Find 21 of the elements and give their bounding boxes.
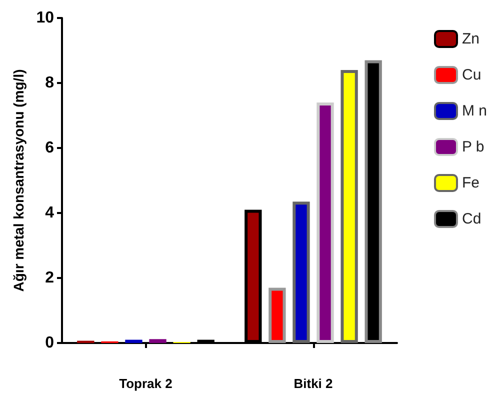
legend-label: Cu	[462, 66, 482, 84]
x-tick-label: Toprak 2	[119, 376, 172, 391]
bar	[125, 340, 142, 343]
y-tick-label: 8	[45, 74, 54, 92]
bar	[268, 288, 286, 343]
legend-label: Zn	[462, 30, 480, 48]
bar	[149, 339, 166, 343]
y-tick-label: 6	[45, 140, 54, 156]
bar	[340, 70, 358, 343]
bar	[292, 202, 310, 343]
bar	[316, 102, 334, 343]
legend-label: P b	[462, 138, 484, 156]
x-tick-label: Bitki 2	[294, 376, 333, 391]
legend-label: Cd	[462, 210, 482, 228]
y-tick-label: 2	[45, 270, 54, 286]
y-tick-label: 10	[36, 10, 54, 26]
legend-label: Fe	[462, 174, 480, 192]
y-axis-title: Ağır metal konsantrasyonu (mg/l)	[10, 69, 26, 292]
legend-label: M n	[462, 102, 488, 120]
y-tick-label: 0	[45, 334, 54, 352]
y-tick-label: 4	[45, 204, 54, 222]
